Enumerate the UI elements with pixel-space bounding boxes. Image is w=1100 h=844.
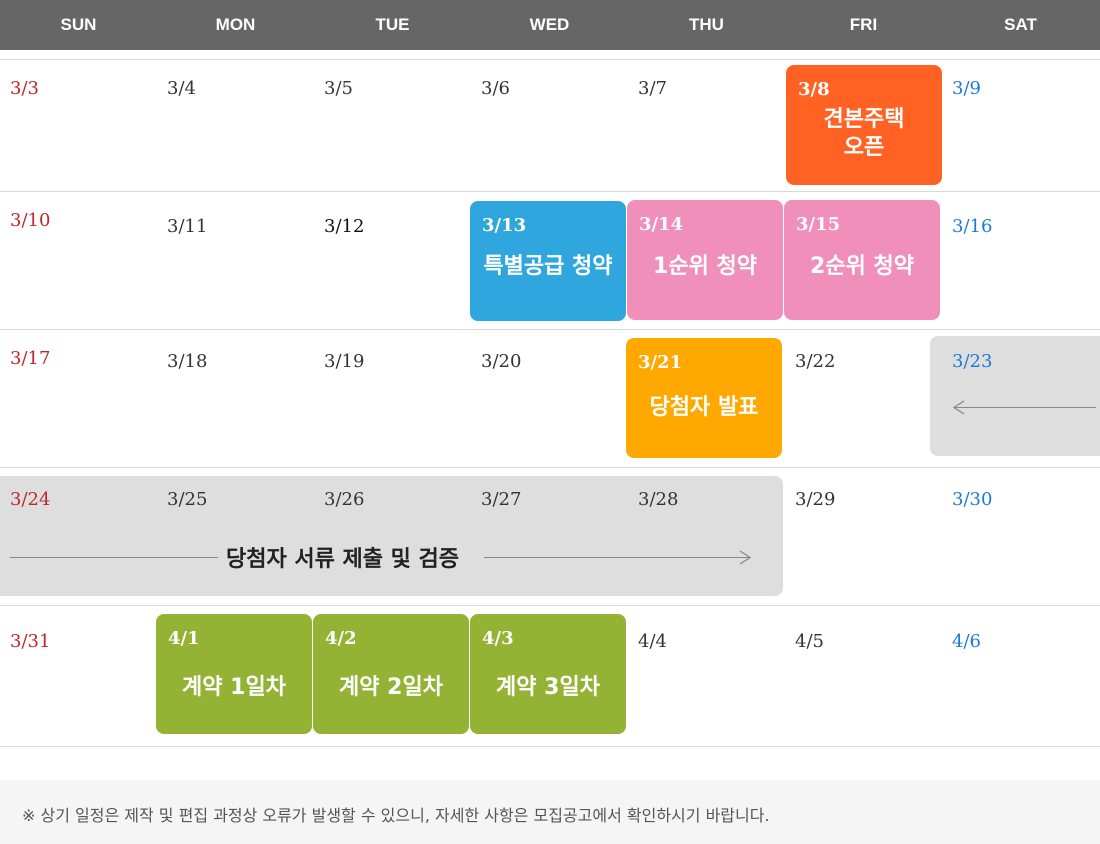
- event-special-supply[interactable]: 3/13 특별공급 청약: [470, 201, 626, 321]
- date-cell: 3/19: [324, 351, 365, 372]
- event-title: 1순위 청약: [653, 254, 757, 279]
- date-cell: 3/6: [481, 78, 510, 99]
- event-winner-announcement[interactable]: 3/21 당첨자 발표: [626, 338, 782, 458]
- event-title: 계약 3일차: [496, 675, 600, 700]
- date-cell: 3/18: [167, 351, 208, 372]
- date-cell: 3/20: [481, 351, 522, 372]
- date-cell: 3/10: [10, 210, 51, 231]
- weekday-thu: THU: [689, 15, 724, 34]
- weekday-sat: SAT: [1004, 15, 1037, 34]
- event-title: 2순위 청약: [810, 254, 914, 279]
- date-cell: 4/4: [638, 631, 667, 652]
- event-date: 3/21: [638, 352, 683, 373]
- footer-notice: ※ 상기 일정은 제작 및 편집 과정상 오류가 발생할 수 있으니, 자세한 …: [22, 806, 770, 825]
- event-title: 당첨자 발표: [649, 395, 759, 420]
- date-cell: 3/23: [952, 351, 993, 372]
- period-line: [484, 557, 750, 558]
- date-cell: 3/17: [10, 348, 51, 369]
- document-period-start-bar[interactable]: [930, 336, 1100, 456]
- event-title: 특별공급 청약: [483, 254, 613, 279]
- period-line: [955, 407, 1096, 408]
- date-cell: 3/11: [167, 216, 208, 237]
- row-divider: [0, 467, 1100, 468]
- date-cell: 3/3: [10, 78, 39, 99]
- date-cell: 3/28: [638, 489, 679, 510]
- date-cell: 3/29: [795, 489, 836, 510]
- date-cell: 3/4: [167, 78, 196, 99]
- event-rank1-subscription[interactable]: 3/14 1순위 청약: [627, 200, 783, 320]
- event-date: 4/3: [482, 628, 514, 649]
- date-cell: 3/22: [795, 351, 836, 372]
- event-contract-day2[interactable]: 4/2 계약 2일차: [313, 614, 469, 734]
- date-cell: 3/24: [10, 489, 51, 510]
- event-title: 계약 1일차: [182, 675, 286, 700]
- event-date: 4/1: [168, 628, 200, 649]
- document-submission-bar[interactable]: [0, 476, 783, 596]
- arrow-right-icon: [739, 550, 752, 565]
- event-date: 3/8: [798, 79, 830, 100]
- event-title: 계약 2일차: [339, 675, 443, 700]
- row-divider: [0, 191, 1100, 192]
- event-date: 3/13: [482, 215, 527, 236]
- date-cell: 3/31: [10, 631, 51, 652]
- row-divider: [0, 329, 1100, 330]
- date-cell: 3/12: [324, 216, 365, 237]
- date-cell: 3/30: [952, 489, 993, 510]
- date-cell: 3/27: [481, 489, 522, 510]
- weekday-mon: MON: [215, 15, 256, 34]
- date-cell: 3/26: [324, 489, 365, 510]
- weekday-header: SUN MON TUE WED THU FRI SAT: [0, 0, 1100, 50]
- event-title-line2: 오픈: [843, 135, 885, 160]
- row-divider: [0, 59, 1100, 60]
- date-cell: 3/25: [167, 489, 208, 510]
- row-divider: [0, 605, 1100, 606]
- weekday-fri: FRI: [849, 15, 878, 34]
- event-title-line1: 견본주택: [823, 107, 905, 132]
- weekday-tue: TUE: [375, 15, 410, 34]
- event-date: 3/15: [796, 214, 841, 235]
- date-cell: 4/6: [952, 631, 981, 652]
- date-cell: 4/5: [795, 631, 824, 652]
- event-contract-day1[interactable]: 4/1 계약 1일차: [156, 614, 312, 734]
- weekday-sun: SUN: [60, 15, 97, 34]
- event-date: 3/14: [639, 214, 684, 235]
- event-model-house-open[interactable]: 3/8 견본주택 오픈: [786, 65, 942, 185]
- footer-notice-box: ※ 상기 일정은 제작 및 편집 과정상 오류가 발생할 수 있으니, 자세한 …: [0, 780, 1100, 844]
- row-divider: [0, 746, 1100, 747]
- date-cell: 3/9: [952, 78, 981, 99]
- event-rank2-subscription[interactable]: 3/15 2순위 청약: [784, 200, 940, 320]
- date-cell: 3/5: [324, 78, 353, 99]
- arrow-left-icon: [952, 400, 965, 415]
- weekday-wed: WED: [529, 15, 570, 34]
- event-contract-day3[interactable]: 4/3 계약 3일차: [470, 614, 626, 734]
- document-submission-title: 당첨자 서류 제출 및 검증: [226, 547, 460, 572]
- date-cell: 3/16: [952, 216, 993, 237]
- period-line: [10, 557, 218, 558]
- date-cell: 3/7: [638, 78, 667, 99]
- event-date: 4/2: [325, 628, 357, 649]
